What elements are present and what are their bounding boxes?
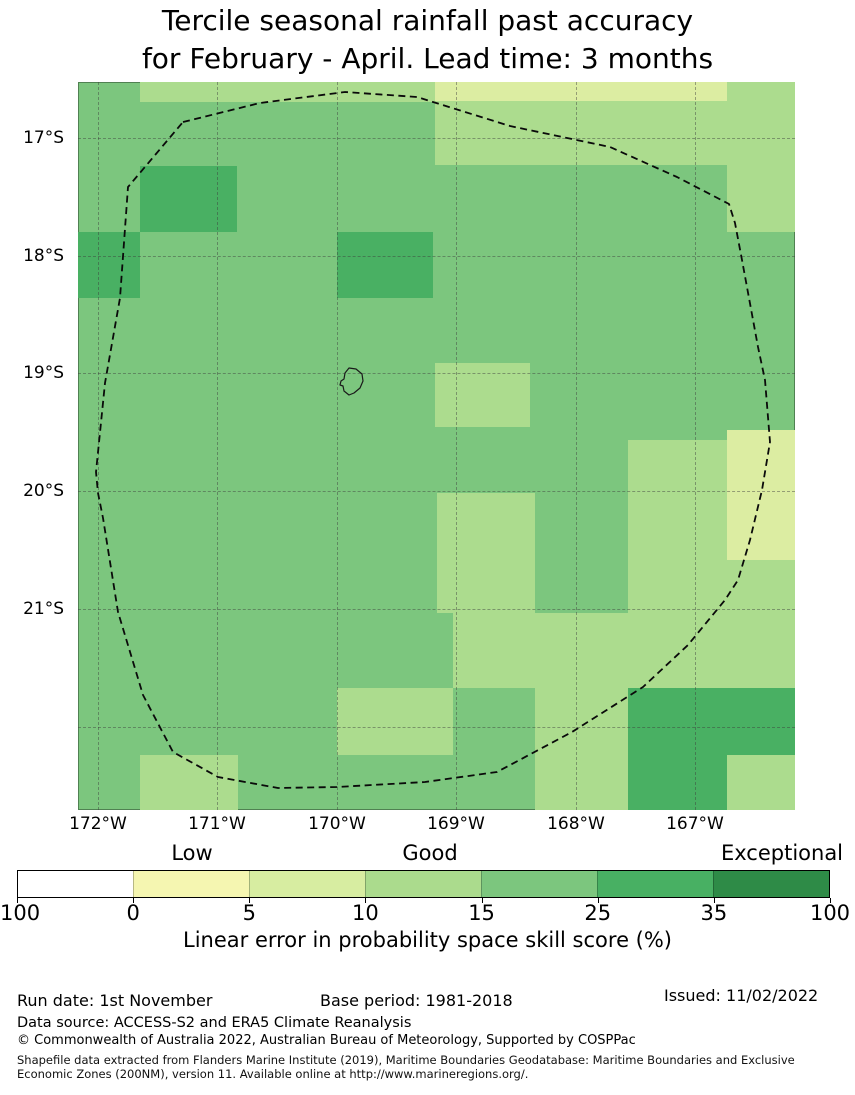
data-source-text: Data source: ACCESS-S2 and ERA5 Climate … [17, 1015, 412, 1031]
colorbar-quality-label: Exceptional [720, 841, 844, 865]
map-cell [628, 440, 727, 613]
figure-title: Tercile seasonal rainfall past accuracy … [0, 2, 855, 78]
colorbar-tick [597, 898, 599, 903]
shapefile-attribution-line1: Shapefile data extracted from Flanders M… [17, 1053, 795, 1067]
colorbar-tick-label: 15 [468, 901, 495, 925]
colorbar-segment [365, 871, 481, 897]
colorbar-tick [133, 898, 135, 903]
colorbar-tick-label: 100 [809, 901, 851, 925]
colorbar-quality-label: Good [402, 841, 458, 865]
gridline-vertical [337, 82, 338, 810]
x-tick-label: 171°W [188, 814, 246, 834]
gridline-horizontal [78, 727, 795, 728]
gridline-vertical [456, 82, 457, 810]
y-tick-label: 20°S [23, 481, 64, 501]
map-plot [78, 82, 795, 810]
map-cell [337, 688, 453, 755]
colorbar-tick [481, 898, 483, 903]
y-tick-label: 21°S [23, 599, 64, 619]
colorbar-segment [249, 871, 365, 897]
colorbar-segment [481, 871, 597, 897]
map-cell [140, 755, 238, 810]
map-cell [628, 755, 727, 810]
x-tick-label: 167°W [666, 814, 724, 834]
map-cell [437, 493, 535, 613]
map-cell [140, 166, 237, 232]
map-cell [727, 560, 795, 688]
colorbar [17, 870, 830, 898]
colorbar-quality-label: Low [171, 841, 213, 865]
boundary-overlay [95, 91, 771, 789]
figure-title-line1: Tercile seasonal rainfall past accuracy [161, 4, 694, 37]
gridline-horizontal [78, 373, 795, 374]
map-cell [727, 755, 795, 810]
gridline-horizontal [78, 138, 795, 139]
island-outline [339, 367, 364, 396]
colorbar-tick-label: 5 [242, 901, 256, 925]
colorbar-tick [249, 898, 251, 903]
colorbar-tick [713, 898, 715, 903]
colorbar-tick [365, 898, 367, 903]
colorbar-tick-label: 25 [584, 901, 612, 925]
map-cell [628, 688, 795, 755]
colorbar-tick [830, 898, 831, 903]
colorbar-segment [597, 871, 713, 897]
map-cell [337, 232, 433, 298]
map-cell [435, 363, 530, 427]
x-tick-label: 169°W [427, 814, 485, 834]
colorbar-tick-label: 35 [700, 901, 728, 925]
colorbar-tick-label: 10 [352, 901, 379, 925]
map-cell [435, 101, 795, 165]
gridline-vertical [217, 82, 218, 810]
copyright-text: © Commonwealth of Australia 2022, Austra… [17, 1033, 636, 1048]
map-cell [535, 688, 628, 810]
map-cell [435, 82, 727, 101]
gridline-horizontal [78, 491, 795, 492]
y-tick-label: 17°S [23, 128, 64, 148]
colorbar-segment [18, 871, 133, 897]
map-cell [453, 613, 727, 688]
map-cell [140, 82, 435, 102]
colorbar-segment [713, 871, 829, 897]
x-tick-label: 170°W [308, 814, 366, 834]
gridline-vertical [576, 82, 577, 810]
y-tick-label: 18°S [23, 246, 64, 266]
colorbar-segment [133, 871, 249, 897]
colorbar-caption: Linear error in probability space skill … [183, 928, 672, 952]
gridline-vertical [695, 82, 696, 810]
y-tick-label: 19°S [23, 363, 64, 383]
colorbar-tick-label: 100 [0, 901, 41, 925]
gridline-vertical [98, 82, 99, 810]
shapefile-attribution-line2: Economic Zones (200NM), version 11. Avai… [17, 1067, 529, 1081]
map-cell [78, 232, 140, 298]
issued-date-text: Issued: 11/02/2022 [664, 986, 819, 1005]
colorbar-tick [17, 898, 18, 903]
base-period-text: Base period: 1981-2018 [320, 991, 513, 1010]
gridline-horizontal [78, 256, 795, 257]
x-tick-label: 168°W [547, 814, 605, 834]
gridline-horizontal [78, 609, 795, 610]
run-date-text: Run date: 1st November [17, 991, 213, 1010]
figure-title-line2: for February - April. Lead time: 3 month… [141, 42, 714, 75]
x-tick-label: 172°W [69, 814, 127, 834]
eez-dashed-boundary [95, 91, 771, 789]
colorbar-tick-label: 0 [126, 901, 140, 925]
